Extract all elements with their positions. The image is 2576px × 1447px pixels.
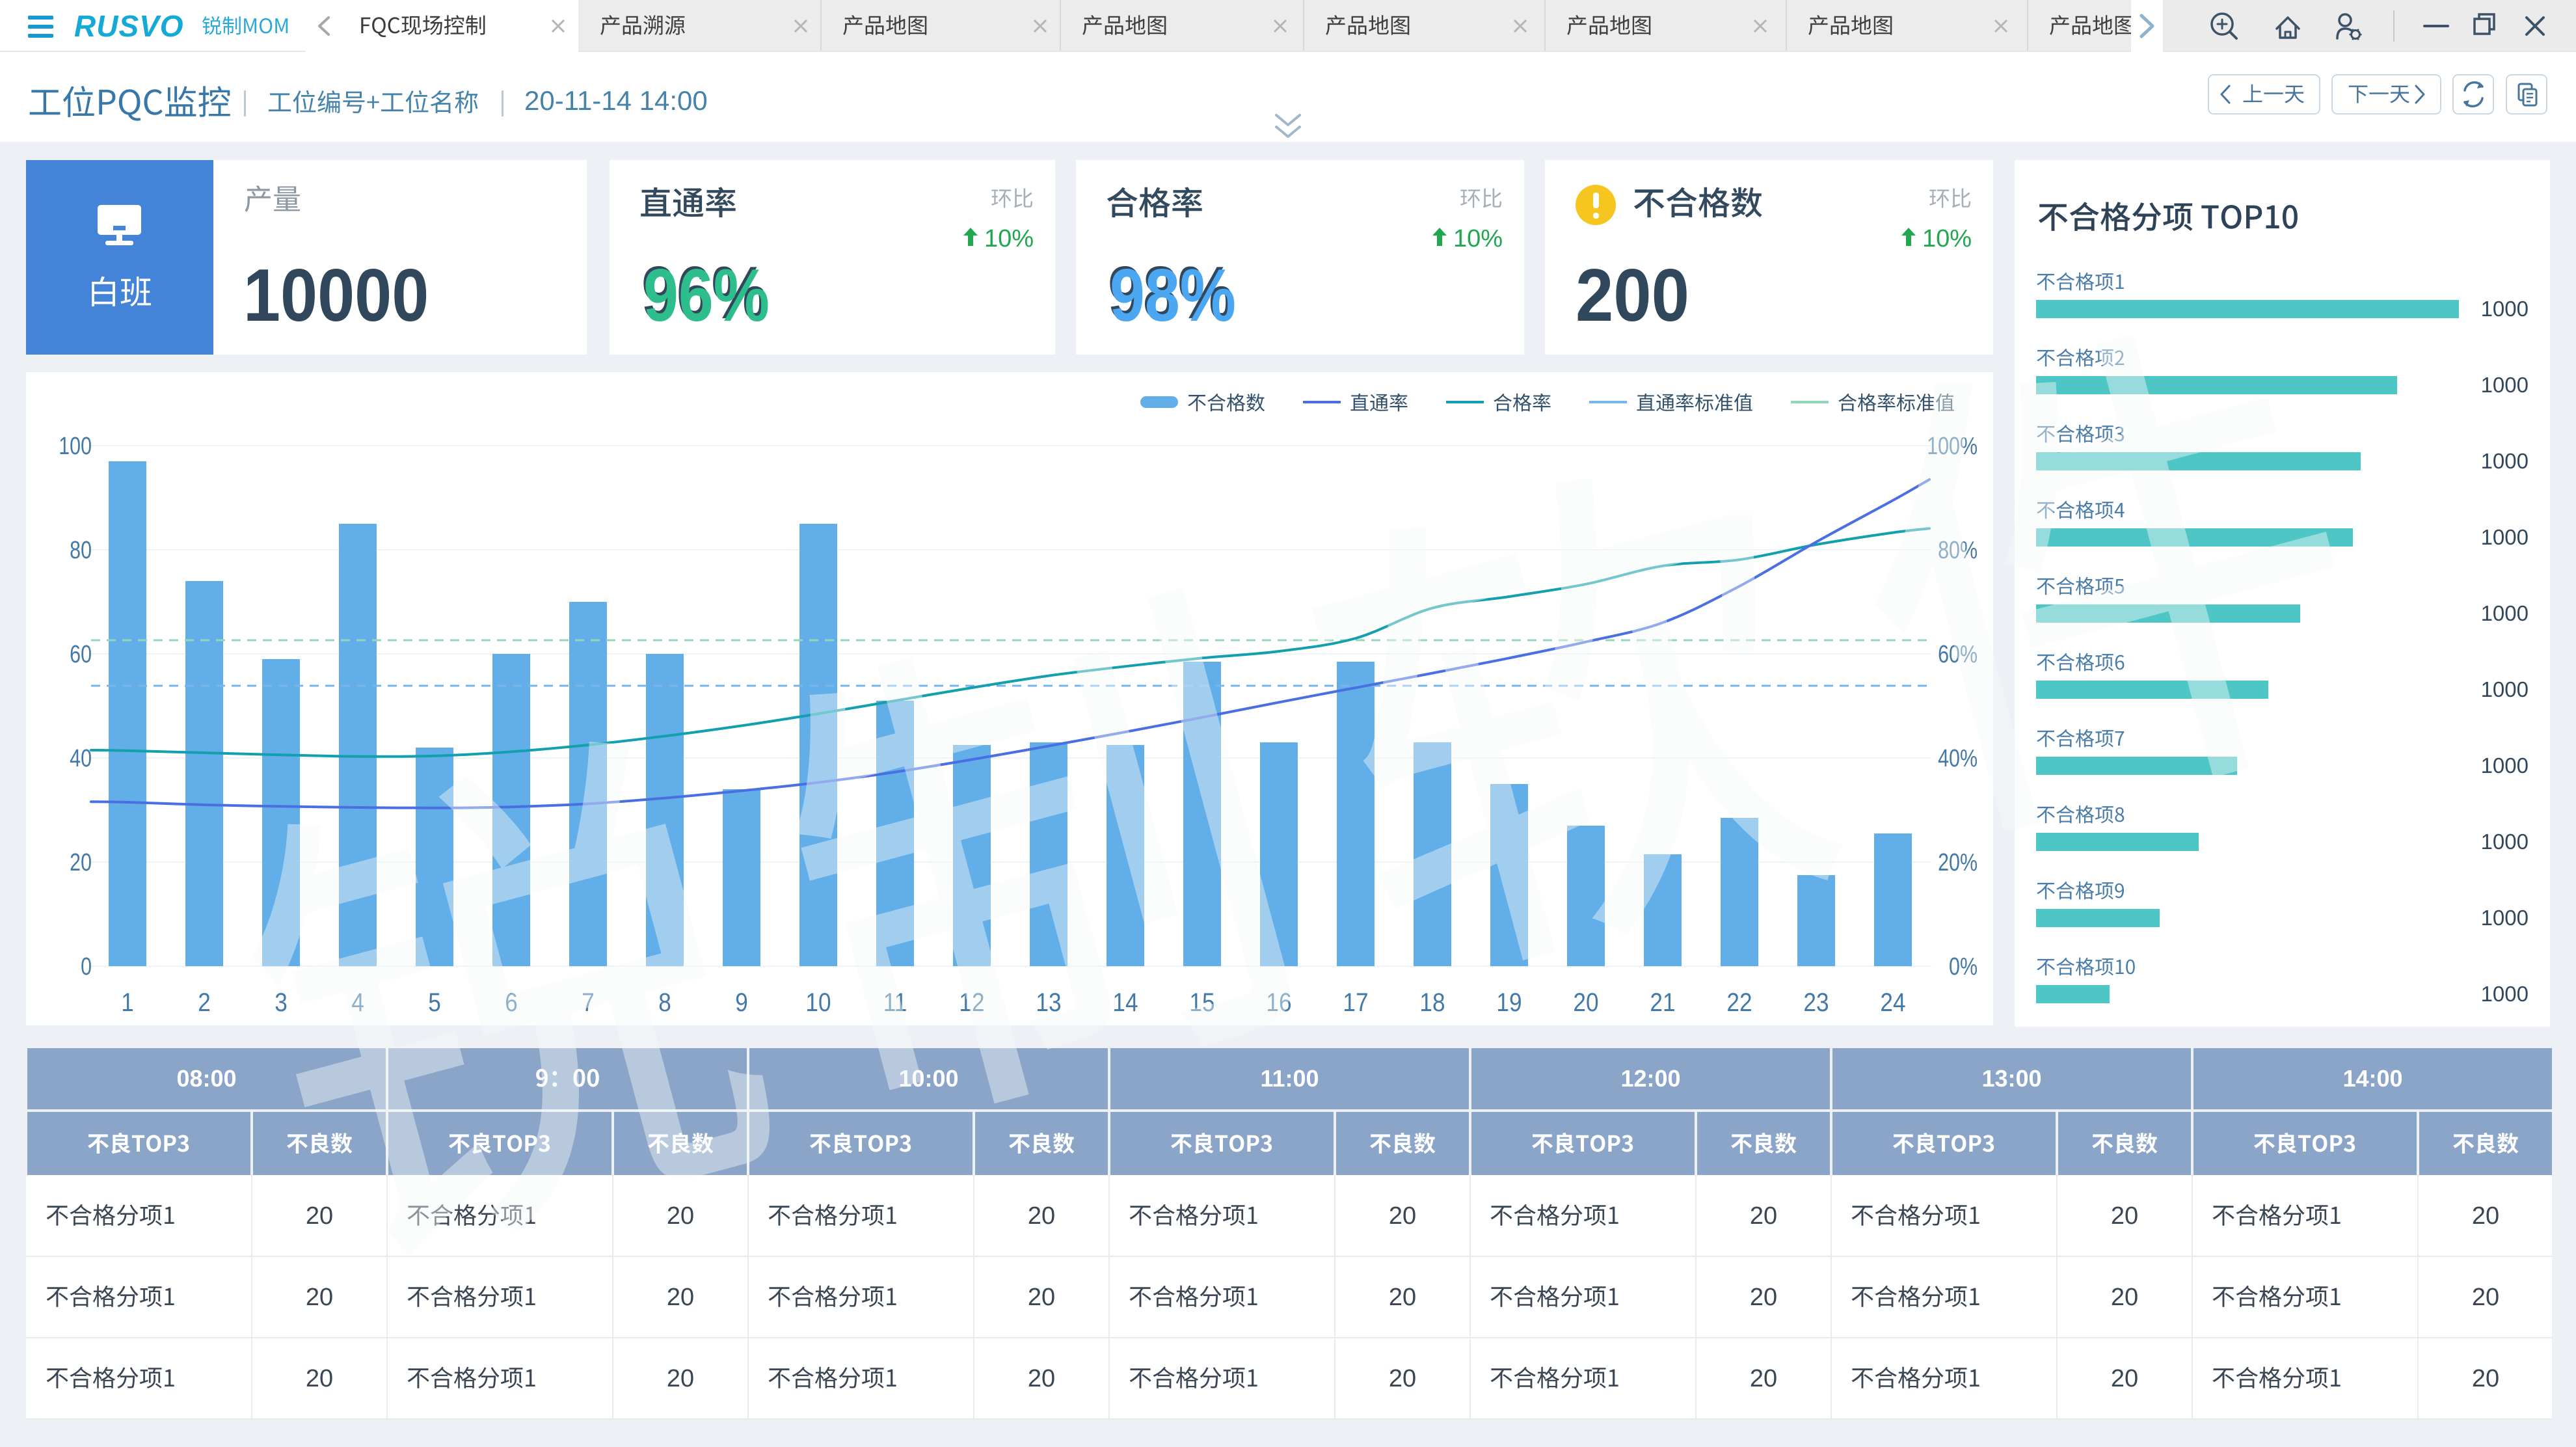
svg-text:RUSVO: RUSVO [74,9,184,43]
svg-text:3: 3 [275,988,288,1017]
svg-text:10%: 10% [1922,225,1972,252]
svg-text:20: 20 [1389,1284,1416,1311]
svg-text:20: 20 [667,1284,694,1311]
svg-text:20: 20 [2472,1284,2499,1311]
svg-text:19: 19 [1496,988,1522,1017]
svg-text:20: 20 [1750,1284,1777,1311]
svg-text:40: 40 [70,745,92,772]
svg-text:10: 10 [805,988,831,1017]
svg-text:23: 23 [1803,988,1829,1017]
svg-text:96%: 96% [643,254,770,337]
svg-text:08:00: 08:00 [176,1065,236,1092]
svg-text:20: 20 [1028,1284,1055,1311]
svg-text:20: 20 [70,849,92,876]
svg-text:1000: 1000 [2481,601,2529,625]
svg-text:14: 14 [1112,988,1138,1017]
svg-text:11: 11 [883,988,907,1017]
svg-text:1000: 1000 [2481,525,2529,549]
svg-text:20: 20 [1573,988,1598,1017]
svg-text:20: 20 [306,1202,333,1230]
svg-text:100%: 100% [1927,433,1978,460]
svg-text:20: 20 [1750,1202,1777,1230]
svg-text:20: 20 [2111,1202,2138,1230]
svg-text:4: 4 [351,988,364,1017]
svg-text:12:00: 12:00 [1620,1065,1680,1092]
svg-text:6: 6 [505,988,518,1017]
svg-text:14:00: 14:00 [2342,1065,2402,1092]
svg-text:10%: 10% [1453,225,1503,252]
svg-text:16: 16 [1266,988,1291,1017]
svg-text:10%: 10% [984,225,1034,252]
svg-text:20-11-14 14:00: 20-11-14 14:00 [524,85,708,116]
svg-text:20: 20 [667,1202,694,1230]
svg-text:1000: 1000 [2481,982,2529,1006]
svg-text:1000: 1000 [2481,677,2529,701]
svg-text:22: 22 [1726,988,1752,1017]
svg-text:1000: 1000 [2481,449,2529,473]
svg-text:20: 20 [1750,1365,1777,1392]
svg-text:1000: 1000 [2481,373,2529,397]
svg-text:13: 13 [1036,988,1061,1017]
svg-text:12: 12 [959,988,984,1017]
svg-text:20: 20 [2111,1365,2138,1392]
svg-text:1000: 1000 [2481,906,2529,930]
svg-text:20: 20 [667,1365,694,1392]
svg-text:200: 200 [1576,254,1689,337]
svg-text:1: 1 [121,988,134,1017]
svg-text:20%: 20% [1938,849,1978,876]
svg-text:5: 5 [428,988,441,1017]
svg-text:20: 20 [1028,1365,1055,1392]
svg-text:1000: 1000 [2481,753,2529,778]
svg-text:1000: 1000 [2481,830,2529,854]
svg-text:96%: 96% [641,252,768,334]
svg-text:20: 20 [2472,1202,2499,1230]
svg-text:20: 20 [1389,1202,1416,1230]
svg-text:1000: 1000 [2481,297,2529,321]
svg-text:20: 20 [2111,1284,2138,1311]
svg-text:20: 20 [306,1365,333,1392]
svg-text:21: 21 [1650,988,1675,1017]
svg-text:9: 9 [735,988,748,1017]
svg-text:98%: 98% [1108,252,1234,334]
svg-text:80%: 80% [1938,537,1978,564]
svg-text:20: 20 [2472,1365,2499,1392]
svg-text:40%: 40% [1938,745,1978,772]
svg-text:18: 18 [1419,988,1445,1017]
svg-text:15: 15 [1189,988,1214,1017]
svg-text:100: 100 [59,433,92,460]
svg-text:60: 60 [70,641,92,668]
svg-text:10000: 10000 [243,254,429,336]
svg-text:20: 20 [1028,1202,1055,1230]
svg-text:11:00: 11:00 [1260,1065,1319,1092]
svg-text:8: 8 [658,988,671,1017]
svg-text:20: 20 [1389,1365,1416,1392]
svg-text:0: 0 [81,953,92,980]
svg-text:10:00: 10:00 [898,1065,958,1092]
svg-text:24: 24 [1880,988,1905,1017]
svg-text:7: 7 [582,988,595,1017]
svg-text:13:00: 13:00 [1981,1065,2041,1092]
svg-text:80: 80 [70,537,92,564]
svg-text:2: 2 [198,988,211,1017]
svg-text:17: 17 [1343,988,1368,1017]
svg-text:98%: 98% [1110,254,1236,337]
svg-text:60%: 60% [1938,641,1978,668]
svg-text:20: 20 [306,1284,333,1311]
svg-text:0%: 0% [1949,953,1978,980]
